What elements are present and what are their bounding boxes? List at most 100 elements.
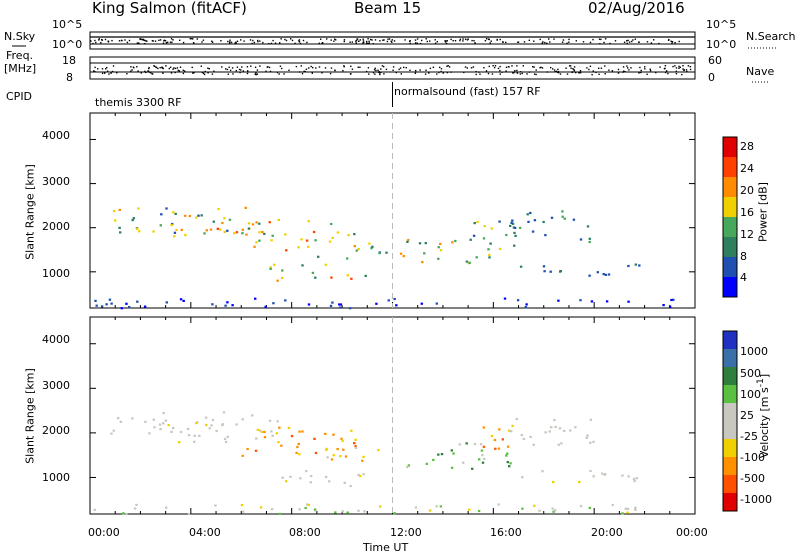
data-cell: [341, 510, 344, 513]
nsky-top-tick: 10^5: [52, 18, 83, 31]
nsky-dot: [235, 41, 237, 43]
data-cell: [354, 446, 358, 449]
nsky-dot: [334, 38, 336, 40]
data-cell: [136, 300, 139, 303]
colorbar-segment: [723, 457, 737, 476]
freq-dot: [229, 69, 232, 71]
data-cell: [634, 508, 637, 511]
data-cell: [519, 265, 523, 268]
nsky-dot: [211, 40, 213, 42]
colorbar-segment: [723, 331, 737, 350]
data-cell: [245, 233, 248, 236]
data-cell: [165, 207, 168, 210]
freq-dot: [415, 69, 417, 72]
freq-dot: [130, 66, 132, 68]
data-cell: [552, 480, 555, 484]
data-cell: [255, 221, 258, 224]
nsky-dot: [92, 42, 94, 45]
data-cell: [511, 424, 514, 427]
freq-dot: [687, 65, 690, 67]
data-cell: [501, 438, 504, 441]
nsky-dot: [523, 41, 526, 43]
data-cell: [451, 241, 454, 244]
freq-dot: [541, 67, 544, 69]
x-axis-label: Time UT: [363, 541, 409, 554]
freq-dot: [161, 66, 164, 69]
freq-dot: [169, 66, 172, 68]
nsky-dot: [426, 40, 428, 43]
data-cell: [167, 423, 170, 427]
freq-dot: [624, 71, 626, 73]
freq-dot: [663, 68, 666, 70]
freq-dot: [689, 66, 692, 68]
nsky-bottom-tick: 10^0: [52, 38, 83, 51]
freq-dot: [535, 69, 537, 71]
freq-dot: [399, 67, 402, 69]
freq-dot: [207, 72, 209, 74]
nsky-dot: [429, 40, 431, 42]
nsky-dot: [144, 39, 146, 42]
data-cell: [377, 448, 380, 452]
x-tick-label: 00:00: [88, 526, 120, 539]
data-cell: [533, 504, 536, 507]
freq-dot: [557, 70, 560, 73]
nsky-dot: [589, 41, 592, 44]
data-cell: [226, 301, 229, 304]
freq-dot: [101, 68, 104, 70]
nsky-dot: [251, 42, 253, 45]
freq-dot: [350, 65, 352, 67]
data-cell: [529, 435, 532, 438]
nsky-dot: [542, 41, 544, 43]
freq-dot: [108, 73, 110, 75]
data-cell: [588, 506, 591, 509]
nsky-dot: [484, 40, 487, 42]
data-cell: [284, 233, 287, 236]
freq-dot: [357, 66, 359, 68]
freq-dot: [255, 73, 257, 76]
beam-title: Beam 15: [354, 0, 422, 17]
freq-dot: [304, 70, 306, 73]
data-cell: [357, 509, 360, 512]
freq-dot: [409, 69, 411, 71]
data-cell: [435, 302, 438, 305]
data-cell: [468, 508, 471, 511]
colorbar-segment: [723, 439, 737, 458]
nsky-dot: [172, 39, 174, 41]
data-cell: [269, 266, 272, 269]
freq-dot: [493, 66, 496, 69]
data-cell: [285, 249, 288, 252]
freq-dot: [550, 66, 552, 69]
data-cell: [216, 227, 219, 230]
data-cell: [178, 441, 181, 444]
velocity-ytick: 2000: [42, 424, 70, 437]
data-cell: [255, 437, 258, 440]
freq-dot: [148, 70, 150, 73]
freq-dot: [106, 66, 108, 69]
data-cell: [287, 426, 291, 429]
data-cell: [285, 480, 288, 483]
data-cell: [488, 253, 491, 257]
data-cell: [122, 512, 125, 515]
freq-dot: [586, 67, 588, 69]
data-cell: [311, 271, 315, 274]
data-cell: [326, 456, 329, 459]
freq-dot: [674, 65, 676, 67]
data-cell: [258, 239, 261, 242]
freq-panel: [89, 56, 696, 80]
freq-dot: [608, 69, 610, 71]
data-cell: [159, 224, 162, 227]
freq-dot: [256, 73, 259, 75]
freq-dot: [365, 70, 368, 73]
nsky-dot: [257, 40, 259, 43]
freq-dot: [526, 73, 528, 75]
data-cell: [551, 507, 554, 510]
data-cell: [244, 206, 247, 209]
data-cell: [602, 273, 605, 276]
nsky-dot: [229, 41, 231, 43]
data-cell: [259, 506, 263, 509]
nsky-dot: [249, 39, 252, 41]
freq-dot: [227, 73, 229, 75]
freq-dot: [446, 71, 449, 74]
nsky-dot: [351, 41, 353, 43]
nsky-dot: [140, 38, 142, 40]
